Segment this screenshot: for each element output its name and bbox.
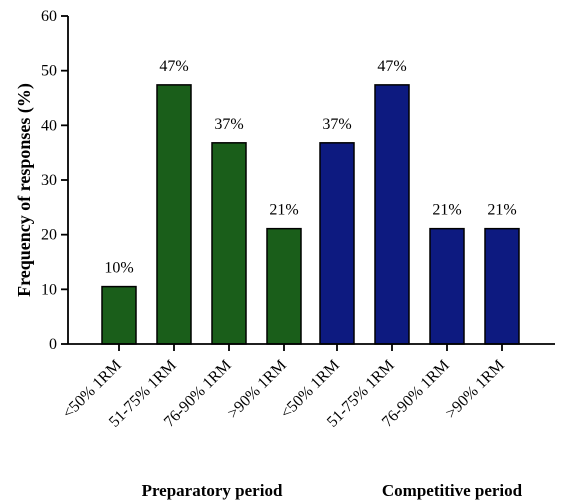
data-label-0-1: 47% <box>159 58 188 75</box>
y-tick-label-10: 10 <box>41 281 57 298</box>
data-label-1-0: 37% <box>322 116 351 133</box>
bar-1-2 <box>429 227 465 345</box>
group-label-0: Preparatory period <box>142 481 283 500</box>
data-label-1-3: 21% <box>487 202 516 219</box>
y-axis-ticks: 0 10 20 30 40 50 60 <box>41 8 68 353</box>
group-label-1: Competitive period <box>382 481 523 500</box>
data-label-0-0: 10% <box>104 260 133 277</box>
data-label-1-2: 21% <box>432 202 461 219</box>
data-label-0-3: 21% <box>269 202 298 219</box>
y-tick-label-0: 0 <box>49 336 57 353</box>
bar-1-1 <box>374 84 410 345</box>
category-label-1-3: >90% 1RM <box>443 357 508 422</box>
data-label-1-1: 47% <box>377 58 406 75</box>
bar-1-3 <box>484 227 520 345</box>
bars <box>101 84 520 345</box>
y-tick-label-20: 20 <box>41 227 57 244</box>
bar-0-0 <box>101 285 137 345</box>
bar-0-1 <box>156 84 192 345</box>
data-labels: 10% 47% 37% 21% 37% 47% 21% 21% <box>104 58 516 277</box>
bar-0-2 <box>211 142 247 345</box>
y-tick-label-50: 50 <box>41 63 57 80</box>
y-tick-label-30: 30 <box>41 172 57 189</box>
group-labels: Preparatory period Competitive period <box>142 481 523 500</box>
y-axis-title: Frequency of responses (%) <box>14 83 35 297</box>
y-tick-label-60: 60 <box>41 8 57 25</box>
bar-1-0 <box>319 142 355 345</box>
y-tick-label-40: 40 <box>41 117 57 134</box>
bar-0-3 <box>266 227 302 345</box>
data-label-0-2: 37% <box>214 116 243 133</box>
